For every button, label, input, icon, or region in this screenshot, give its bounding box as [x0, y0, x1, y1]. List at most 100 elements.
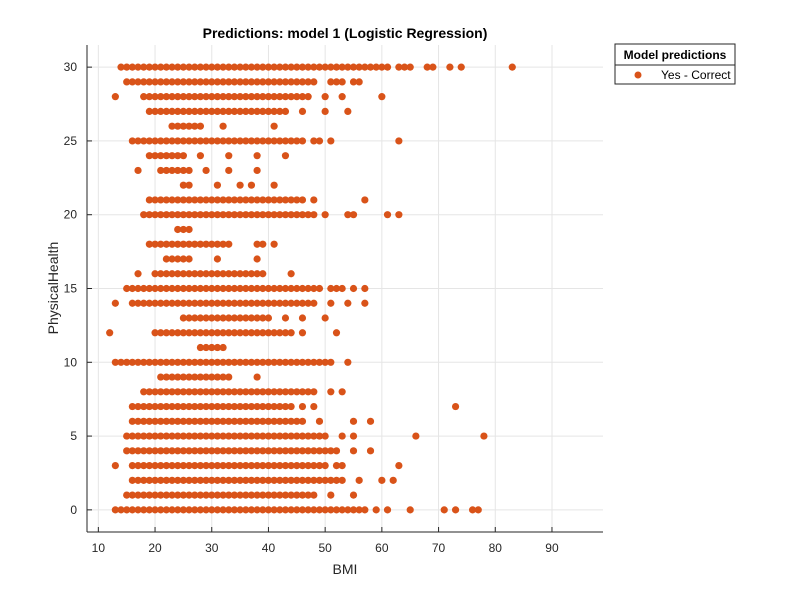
data-point [298, 107, 307, 116]
data-point [338, 461, 346, 470]
data-point [145, 491, 153, 499]
data-point [247, 93, 256, 101]
data-point [287, 63, 295, 71]
data-point [191, 358, 199, 366]
data-point [321, 93, 329, 101]
data-point [310, 137, 318, 145]
data-point [157, 63, 165, 71]
data-point [191, 137, 199, 145]
data-point [242, 196, 250, 204]
data-point [253, 211, 261, 219]
data-point [128, 78, 136, 86]
data-point [293, 299, 301, 307]
data-point [219, 491, 227, 499]
data-point [332, 329, 341, 337]
data-point [128, 417, 136, 425]
data-point [281, 152, 290, 160]
data-point [111, 93, 119, 101]
data-point [298, 329, 307, 337]
data-point [304, 284, 312, 293]
data-point [281, 358, 290, 366]
data-point [281, 196, 290, 204]
data-point [236, 447, 244, 455]
data-point [128, 447, 136, 455]
data-point [162, 447, 170, 455]
data-point [157, 373, 165, 381]
data-point [242, 299, 250, 307]
data-point [225, 78, 233, 86]
data-point [179, 78, 187, 86]
data-point [168, 476, 176, 484]
data-point [213, 432, 222, 440]
data-point [259, 476, 267, 484]
data-point [185, 299, 193, 307]
data-point [242, 491, 250, 499]
data-point [270, 491, 278, 499]
data-point [276, 417, 284, 425]
data-point [242, 329, 250, 337]
data-point [270, 461, 278, 470]
data-point [361, 299, 369, 307]
data-point [179, 152, 187, 160]
data-point [310, 63, 318, 71]
data-point [191, 211, 199, 219]
data-point [236, 196, 244, 204]
data-point [179, 240, 187, 248]
data-point [168, 329, 176, 337]
data-point [179, 314, 187, 322]
data-point [191, 447, 199, 455]
data-point [179, 63, 187, 71]
data-point [162, 476, 170, 484]
data-point [406, 506, 414, 514]
data-point [191, 329, 199, 337]
data-point [140, 63, 148, 71]
data-point [140, 93, 148, 101]
data-point [219, 432, 227, 440]
data-point [310, 447, 318, 455]
data-point [140, 388, 148, 396]
data-point [293, 284, 301, 293]
data-point [264, 107, 273, 116]
data-point [287, 476, 295, 484]
data-point [264, 447, 273, 455]
data-point [168, 78, 176, 86]
data-point [264, 196, 273, 204]
data-point [157, 284, 165, 293]
data-point [293, 78, 301, 86]
data-point [219, 299, 227, 307]
data-point [196, 78, 205, 86]
data-point [196, 107, 205, 116]
data-point [242, 270, 250, 278]
data-point [259, 432, 267, 440]
data-point [372, 506, 380, 514]
data-point [179, 122, 187, 130]
data-point [134, 476, 142, 484]
data-point [327, 388, 335, 396]
data-point [134, 78, 142, 86]
data-point [191, 270, 199, 278]
data-point [213, 211, 222, 219]
data-point [151, 137, 159, 145]
data-point [213, 63, 222, 71]
data-point [236, 506, 244, 514]
data-point [162, 152, 170, 160]
data-point [253, 284, 261, 293]
data-point [185, 506, 193, 514]
data-point [185, 137, 193, 145]
data-point [383, 211, 392, 219]
data-point [191, 122, 199, 130]
data-point [185, 491, 193, 499]
data-point [151, 211, 159, 219]
data-point [168, 211, 176, 219]
data-point [174, 447, 182, 455]
data-point [230, 432, 239, 440]
data-point [395, 137, 403, 145]
data-point [151, 63, 159, 71]
data-point [202, 299, 210, 307]
data-point [162, 211, 170, 219]
data-point [196, 402, 205, 411]
data-point [276, 447, 284, 455]
data-point [389, 476, 397, 484]
data-point [287, 137, 295, 145]
data-point [270, 402, 278, 411]
